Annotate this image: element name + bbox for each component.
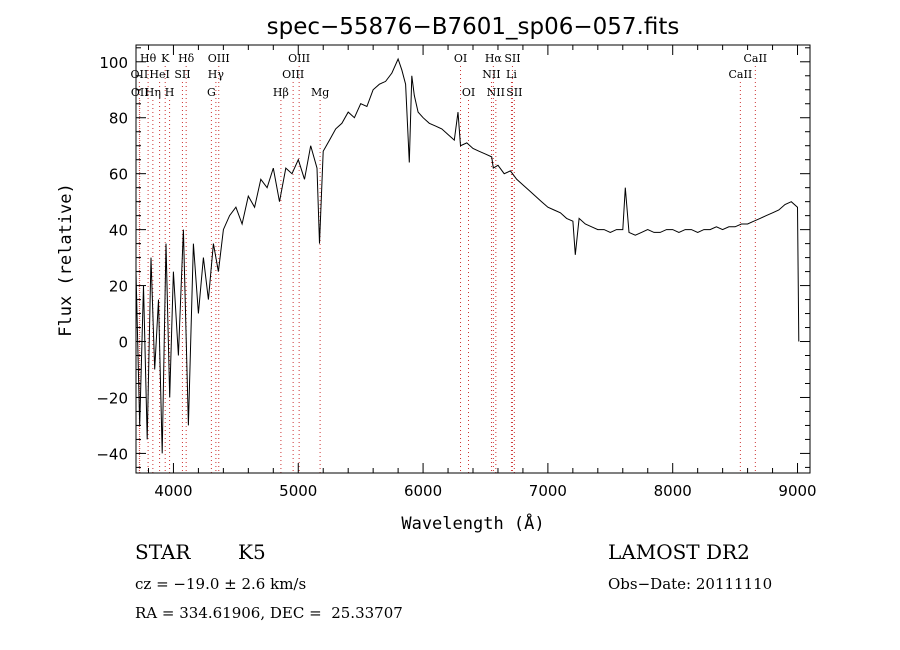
y-tick-label: 0 bbox=[118, 334, 128, 352]
y-tick-label: 40 bbox=[109, 222, 128, 240]
chart-title: spec−55876−B7601_sp06−057.fits bbox=[267, 14, 680, 40]
plot-frame bbox=[135, 44, 811, 474]
object-class: STAR bbox=[135, 540, 191, 564]
spectral-line-label: OIII bbox=[288, 52, 310, 65]
spectral-line-label: CaII bbox=[729, 68, 753, 81]
x-axis-label: Wavelength (Å) bbox=[401, 512, 544, 534]
y-tick-label: 20 bbox=[109, 278, 128, 296]
y-tick-label: −20 bbox=[96, 389, 128, 407]
spectral-line-label: OI bbox=[454, 52, 467, 65]
spectral-line-label: Mg bbox=[311, 86, 329, 99]
y-axis-label: Flux (relative) bbox=[56, 183, 76, 337]
y-axis-ticks: −40 −20 0 20 40 60 80 100 bbox=[96, 47, 810, 468]
spectral-line-label: SII bbox=[506, 86, 522, 99]
spectral-line-label: SII bbox=[174, 68, 190, 81]
y-tick-label: −40 bbox=[96, 445, 128, 463]
x-tick-label: 4000 bbox=[154, 482, 192, 500]
y-tick-label: 100 bbox=[99, 54, 128, 72]
spectral-line-label: Li bbox=[506, 68, 517, 81]
spectral-line-label: OIII bbox=[282, 68, 304, 81]
redshift-velocity: cz = −19.0 ± 2.6 km/s bbox=[135, 575, 307, 593]
observation-date: Obs−Date: 20111110 bbox=[608, 575, 773, 593]
object-subclass: K5 bbox=[238, 540, 266, 564]
spectral-line-label: OII bbox=[131, 86, 149, 99]
survey-name: LAMOST DR2 bbox=[608, 540, 750, 564]
spectral-line-label: CaII bbox=[743, 52, 767, 65]
spectral-line-label: K bbox=[161, 52, 170, 65]
spectral-line-label: OI bbox=[462, 86, 475, 99]
spectral-line-label: SII bbox=[504, 52, 520, 65]
coordinates: RA = 334.61906, DEC = 25.33707 bbox=[135, 604, 403, 622]
spectral-line-label: HeI bbox=[149, 68, 169, 81]
spectral-line-label: NII bbox=[487, 86, 505, 99]
y-tick-label: 60 bbox=[109, 166, 128, 184]
spectral-line-label: OII bbox=[131, 68, 149, 81]
spectral-line-label: H bbox=[165, 86, 175, 99]
spectral-line-label: OIII bbox=[208, 52, 230, 65]
spectral-line-label: Hγ bbox=[208, 68, 225, 81]
spectrum-line bbox=[135, 57, 800, 454]
x-tick-label: 5000 bbox=[279, 482, 317, 500]
spectral-line-label: Hβ bbox=[273, 86, 289, 99]
x-axis-ticks: 4000 5000 6000 7000 8000 9000 bbox=[147, 45, 817, 500]
spectral-line-label: Hδ bbox=[178, 52, 195, 65]
x-tick-label: 6000 bbox=[404, 482, 442, 500]
x-tick-label: 9000 bbox=[778, 482, 816, 500]
spectral-line-label: Hα bbox=[485, 52, 503, 65]
spectral-line-label: Hθ bbox=[140, 52, 157, 65]
x-tick-label: 7000 bbox=[529, 482, 567, 500]
spectral-line-label: NII bbox=[482, 68, 500, 81]
spectral-line-label: G bbox=[207, 86, 216, 99]
spectral-line-label: Hη bbox=[145, 86, 161, 99]
spectral-line-markers bbox=[138, 66, 756, 473]
x-tick-label: 8000 bbox=[654, 482, 692, 500]
y-tick-label: 80 bbox=[109, 110, 128, 128]
